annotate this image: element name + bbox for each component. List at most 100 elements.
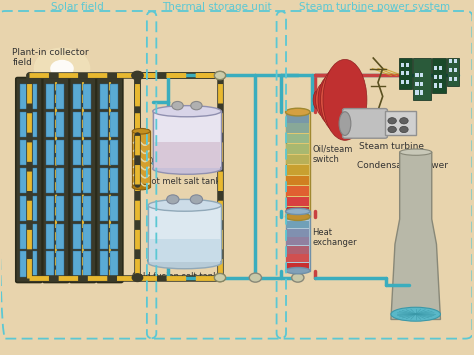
Bar (286, 113, 309, 122)
Bar (110, 196, 118, 221)
Bar (29, 168, 37, 193)
Bar (100, 251, 108, 277)
Bar (19, 112, 27, 137)
Bar (148, 205, 221, 263)
Ellipse shape (148, 257, 221, 269)
FancyBboxPatch shape (343, 109, 387, 138)
Text: Heat
exchanger: Heat exchanger (312, 228, 357, 247)
Ellipse shape (153, 106, 221, 117)
Bar (420, 82, 423, 86)
Circle shape (249, 273, 262, 282)
Polygon shape (391, 152, 440, 320)
Bar (19, 168, 27, 193)
Ellipse shape (400, 149, 432, 155)
Bar (286, 155, 309, 164)
Bar (19, 84, 27, 109)
Text: Oil/salt: Oil/salt (147, 156, 176, 165)
Text: Thermal storage unit: Thermal storage unit (162, 2, 271, 12)
Ellipse shape (316, 83, 332, 116)
FancyBboxPatch shape (70, 78, 96, 283)
Bar (73, 251, 82, 277)
Bar (83, 251, 91, 277)
Bar (286, 246, 309, 254)
Bar (83, 112, 91, 137)
Bar (83, 224, 91, 249)
Bar (56, 84, 64, 109)
Circle shape (191, 102, 202, 110)
Bar (29, 140, 37, 165)
Bar (449, 77, 453, 81)
Bar (285, 212, 310, 271)
Bar (439, 75, 442, 79)
Bar (83, 140, 91, 165)
Circle shape (214, 71, 226, 80)
Bar (46, 112, 55, 137)
Circle shape (132, 274, 143, 282)
Bar (385, 111, 416, 135)
Bar (110, 251, 118, 277)
Bar (110, 84, 118, 109)
FancyBboxPatch shape (16, 78, 42, 283)
Bar (19, 224, 27, 249)
Circle shape (167, 195, 179, 204)
Bar (401, 62, 404, 67)
Bar (286, 263, 309, 271)
Circle shape (50, 60, 74, 77)
Bar (19, 140, 27, 165)
Bar (149, 239, 220, 262)
Bar (447, 58, 459, 86)
Circle shape (215, 72, 225, 79)
Ellipse shape (148, 200, 221, 211)
Ellipse shape (323, 59, 367, 140)
Bar (153, 111, 221, 169)
Text: Oil/steam
switch: Oil/steam switch (312, 144, 353, 164)
Text: Steam turbine: Steam turbine (359, 142, 424, 151)
Bar (73, 224, 82, 249)
Bar (19, 196, 27, 221)
Bar (56, 140, 64, 165)
Bar (286, 124, 309, 133)
Bar (286, 237, 309, 245)
Bar (434, 66, 438, 70)
Bar (434, 75, 438, 79)
Bar (46, 251, 55, 277)
Bar (46, 168, 55, 193)
Bar (29, 196, 37, 221)
Bar (406, 62, 409, 67)
Bar (29, 224, 37, 249)
Bar (100, 224, 108, 249)
Circle shape (388, 126, 396, 133)
Bar (439, 66, 442, 70)
FancyBboxPatch shape (43, 78, 69, 283)
Bar (399, 58, 412, 89)
Bar (56, 168, 64, 193)
Ellipse shape (285, 108, 310, 116)
Bar (286, 220, 309, 228)
Bar (415, 82, 419, 86)
Bar (454, 68, 457, 72)
Bar (110, 224, 118, 249)
Bar (46, 84, 55, 109)
Circle shape (34, 48, 91, 89)
Bar (46, 196, 55, 221)
Bar (401, 71, 404, 76)
Bar (286, 207, 309, 217)
Circle shape (215, 274, 225, 282)
Bar (83, 84, 91, 109)
Bar (439, 83, 442, 88)
Bar (56, 112, 64, 137)
Bar (19, 251, 27, 277)
Text: Hot melt salt tank: Hot melt salt tank (145, 178, 220, 186)
Bar (454, 59, 457, 63)
Text: Solar field: Solar field (51, 2, 104, 12)
Bar (73, 168, 82, 193)
Bar (413, 58, 431, 100)
Bar (286, 144, 309, 154)
Bar (286, 255, 309, 262)
Bar (154, 142, 220, 168)
Bar (110, 168, 118, 193)
Bar (83, 168, 91, 193)
Bar (432, 58, 447, 93)
Ellipse shape (285, 213, 310, 220)
Ellipse shape (320, 67, 355, 132)
